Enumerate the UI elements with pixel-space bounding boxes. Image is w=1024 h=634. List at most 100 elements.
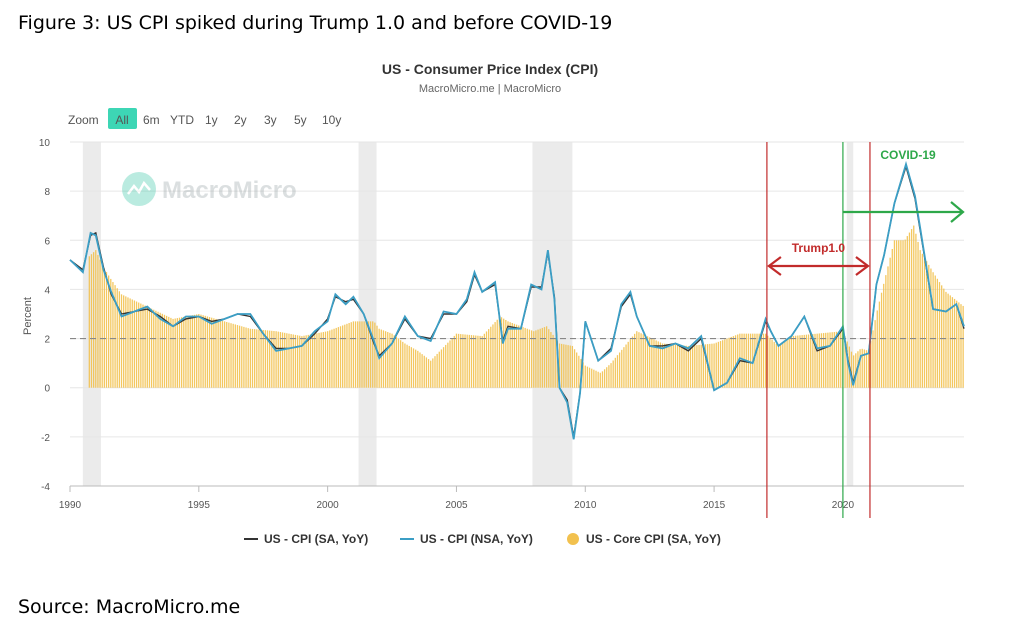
core-cpi-bar — [372, 321, 374, 388]
zoom-option[interactable]: 1y — [205, 113, 218, 127]
core-cpi-bar — [724, 339, 726, 388]
core-cpi-bar — [337, 327, 340, 388]
core-cpi-bar — [603, 369, 606, 388]
watermark-logo-icon — [122, 172, 156, 206]
zoom-option[interactable]: 3y — [264, 113, 277, 127]
core-cpi-bar — [526, 328, 528, 388]
core-cpi-bar — [850, 351, 853, 388]
core-cpi-bar — [269, 330, 271, 388]
core-cpi-bar — [108, 275, 110, 388]
core-cpi-bar — [644, 335, 647, 388]
zoom-button-ytd[interactable]: YTD — [170, 113, 194, 127]
core-cpi-bar — [260, 329, 262, 388]
zoom-option[interactable]: All — [115, 113, 128, 127]
core-cpi-bar — [908, 232, 911, 388]
core-cpi-bar — [651, 338, 653, 388]
core-cpi-bar — [936, 278, 939, 388]
core-cpi-bar — [672, 344, 674, 388]
watermark: MacroMicro — [122, 172, 297, 206]
core-cpi-bar — [906, 236, 908, 388]
y-tick-label: -2 — [41, 433, 50, 444]
core-cpi-bar — [801, 335, 803, 388]
zoom-button-10y[interactable]: 10y — [322, 113, 341, 127]
core-cpi-bar — [520, 326, 522, 388]
legend-item-2[interactable]: US - CPI (NSA, YoY) — [400, 532, 533, 546]
x-tick-label: 1990 — [59, 500, 82, 511]
core-cpi-bar — [846, 341, 848, 388]
zoom-option[interactable]: 5y — [294, 113, 307, 127]
core-cpi-bar — [129, 298, 131, 388]
core-cpi-bar — [346, 323, 348, 388]
core-cpi-bar — [870, 340, 872, 388]
core-cpi-bar — [135, 301, 138, 388]
zoom-button-3y[interactable]: 3y — [264, 113, 277, 127]
core-cpi-bar — [608, 365, 610, 388]
legend: US - CPI (SA, YoY) US - CPI (NSA, YoY) US … — [244, 532, 721, 546]
core-cpi-bar — [404, 343, 406, 388]
core-cpi-bar — [432, 358, 434, 388]
core-cpi-bar — [226, 321, 228, 388]
y-axis-label: Percent — [22, 297, 34, 335]
core-cpi-bar — [962, 305, 964, 388]
core-cpi-bar — [294, 334, 297, 388]
zoom-option[interactable]: 6m — [143, 113, 160, 127]
core-cpi-bar — [771, 339, 773, 388]
core-cpi-bar — [365, 321, 367, 388]
core-cpi-bar — [837, 331, 840, 388]
core-cpi-bar — [402, 341, 404, 388]
core-cpi-bar — [380, 329, 382, 388]
zoom-option[interactable]: 2y — [234, 113, 247, 127]
core-cpi-bar — [764, 333, 767, 388]
core-cpi-bar — [232, 323, 234, 388]
core-cpi-bar — [211, 317, 213, 388]
core-cpi-bar — [816, 333, 818, 388]
core-cpi-bar — [586, 366, 589, 388]
core-cpi-bar — [915, 233, 917, 388]
zoom-button-all[interactable]: All — [108, 108, 137, 129]
core-cpi-bar — [399, 340, 402, 388]
x-axis-ticks: 1990 1995 2000 2005 2010 2015 2020 — [59, 486, 854, 511]
core-cpi-bar — [369, 321, 372, 388]
core-cpi-bar — [509, 322, 511, 388]
core-cpi-bar — [466, 334, 468, 388]
core-cpi-bar — [406, 344, 408, 388]
core-cpi-bar — [919, 250, 921, 388]
core-cpi-bar — [689, 345, 692, 388]
core-cpi-bar — [868, 350, 870, 388]
core-cpi-bar — [844, 336, 846, 388]
recession-bands — [82, 142, 854, 486]
core-cpi-bar — [625, 344, 627, 388]
core-cpi-bar — [320, 332, 322, 388]
core-cpi-bar — [917, 241, 919, 388]
zoom-option[interactable]: 10y — [322, 113, 341, 127]
core-cpi-bar — [749, 333, 752, 388]
core-cpi-bar — [101, 264, 103, 388]
zoom-button-6m[interactable]: 6m — [143, 113, 160, 127]
core-cpi-bar — [756, 333, 758, 388]
core-cpi-bar — [498, 317, 501, 388]
core-cpi-bar — [352, 321, 355, 388]
legend-item-1[interactable]: US - CPI (SA, YoY) — [244, 532, 368, 546]
core-cpi-bar — [99, 259, 101, 388]
zoom-option[interactable]: YTD — [170, 113, 194, 127]
core-cpi-bar — [679, 345, 681, 388]
core-cpi-bar — [941, 285, 943, 388]
core-cpi-bar — [500, 317, 503, 388]
core-cpi-bar — [335, 327, 337, 388]
core-cpi-bar — [331, 329, 333, 388]
zoom-button-5y[interactable]: 5y — [294, 113, 307, 127]
core-cpi-bar — [457, 333, 460, 388]
core-cpi-bar — [674, 344, 677, 388]
zoom-button-2y[interactable]: 2y — [234, 113, 247, 127]
core-cpi-bar — [511, 323, 513, 388]
legend-item-3[interactable]: US - Core CPI (SA, YoY) — [567, 532, 721, 546]
core-cpi-bar — [767, 335, 769, 388]
core-cpi-bar — [288, 333, 290, 388]
core-cpi-bar — [730, 336, 732, 388]
cpi-sa-line — [69, 164, 965, 438]
zoom-button-1y[interactable]: 1y — [205, 113, 218, 127]
core-cpi-bar — [584, 365, 586, 388]
core-cpi-bar — [286, 333, 288, 388]
core-cpi-bar — [193, 314, 196, 388]
core-cpi-bar — [956, 300, 958, 388]
